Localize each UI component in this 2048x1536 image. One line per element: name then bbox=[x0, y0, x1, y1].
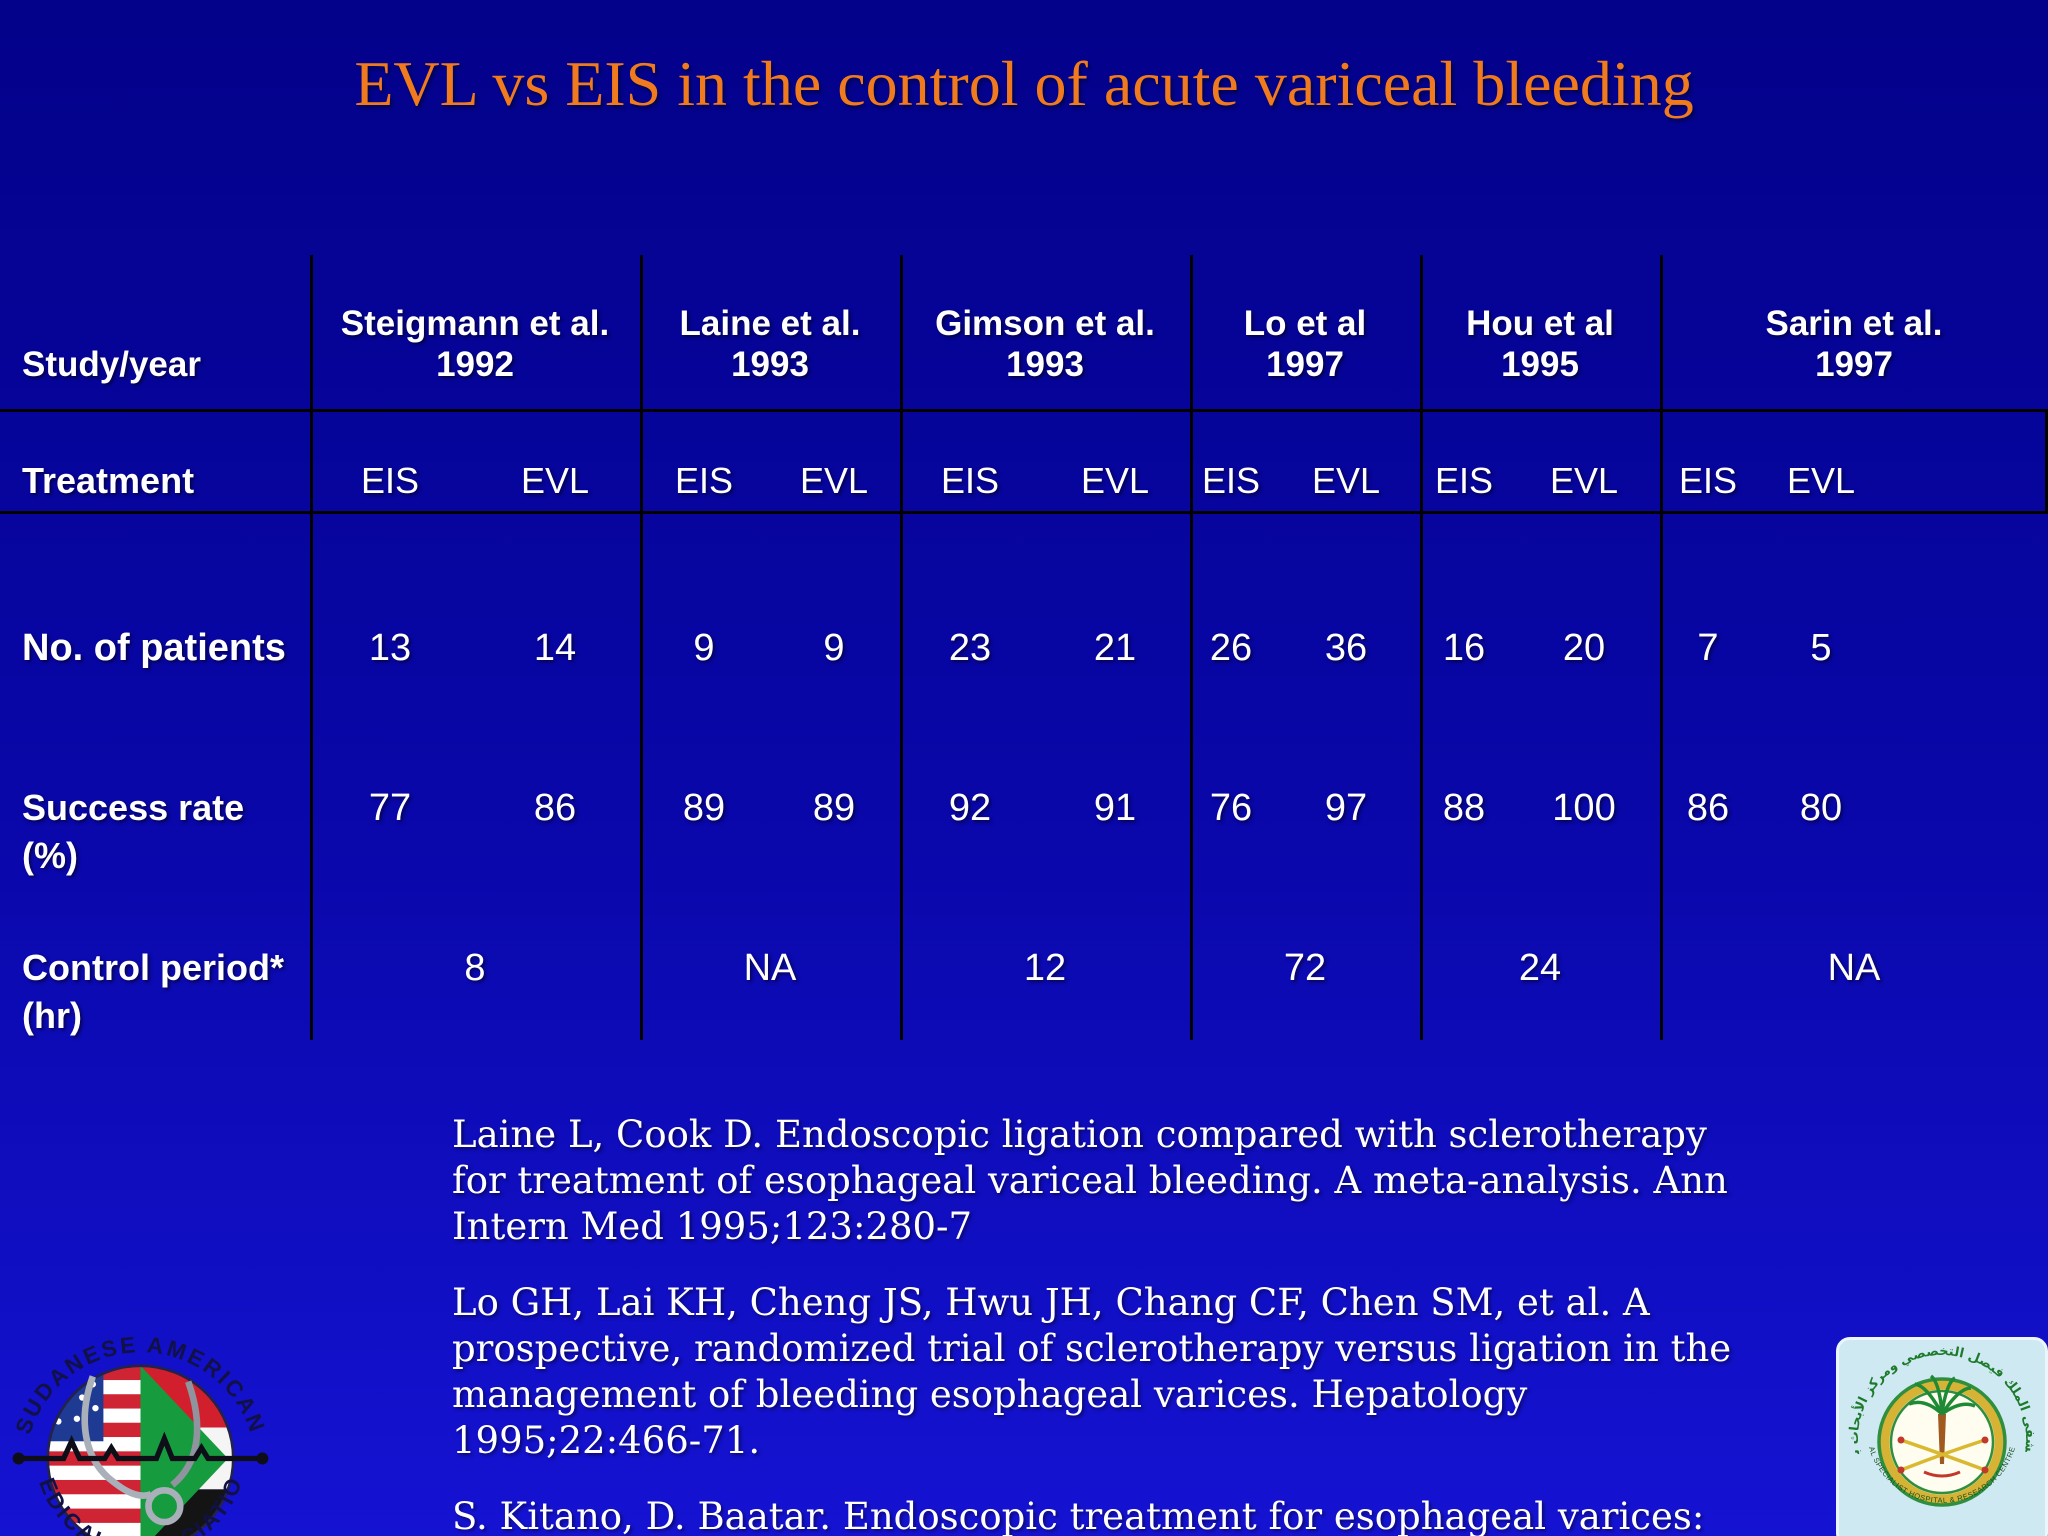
study-header: Laine et al. 1993 bbox=[679, 304, 861, 384]
treatment-eis: EIS bbox=[940, 460, 1000, 501]
control-value: 12 bbox=[1023, 947, 1067, 989]
table-treatment-row: Treatment EIS EVL EIS EVL EIS EVL EIS EV… bbox=[0, 409, 2048, 514]
kfshrc-logo: مستشفى الملك فيصل التخصصي ومركز الأبحاث … bbox=[1836, 1337, 2048, 1536]
table-success-row: Success rate (%) 77 86 89 89 92 91 76 97… bbox=[0, 770, 2048, 920]
palm-tree-icon bbox=[1908, 1374, 1976, 1464]
study-header: Lo et al 1997 bbox=[1243, 304, 1367, 384]
slide-title: EVL vs EIS in the control of acute varic… bbox=[354, 48, 1694, 119]
citation: Lo GH, Lai KH, Cheng JS, Hwu JH, Chang C… bbox=[452, 1281, 1732, 1462]
control-value: 24 bbox=[1518, 947, 1562, 989]
table-divider bbox=[1420, 255, 1423, 1040]
table-divider bbox=[900, 255, 903, 1040]
patients-value: 5 bbox=[1810, 626, 1832, 669]
control-value: NA bbox=[1827, 947, 1881, 989]
table-divider bbox=[310, 255, 313, 1040]
patients-value: 21 bbox=[1093, 626, 1137, 669]
patients-value: 14 bbox=[533, 626, 577, 669]
patients-value: 16 bbox=[1442, 626, 1486, 669]
ekg-line-icon bbox=[12, 1431, 269, 1465]
row-label-success: Success rate (%) bbox=[22, 787, 245, 876]
treatment-evl: EVL bbox=[520, 460, 590, 501]
treatment-evl: EVL bbox=[1080, 460, 1150, 501]
success-value: 100 bbox=[1552, 787, 1616, 829]
study-header: Gimson et al. 1993 bbox=[935, 304, 1155, 384]
patients-value: 9 bbox=[823, 626, 845, 669]
control-value: NA bbox=[743, 947, 797, 989]
treatment-evl: EVL bbox=[1786, 460, 1856, 501]
table-divider bbox=[1660, 255, 1663, 1040]
treatment-evl: EVL bbox=[799, 460, 869, 501]
patients-value: 9 bbox=[693, 626, 715, 669]
success-value: 76 bbox=[1209, 787, 1253, 829]
study-header: Hou et al 1995 bbox=[1466, 304, 1614, 384]
treatment-evl: EVL bbox=[1549, 460, 1619, 501]
table-patients-row: No. of patients 13 14 9 9 23 21 26 36 16… bbox=[0, 514, 2048, 782]
success-value: 80 bbox=[1799, 787, 1843, 829]
row-label-treatment: Treatment bbox=[22, 460, 195, 501]
citation: S. Kitano, D. Baatar. Endoscopic treatme… bbox=[452, 1495, 1705, 1536]
table-divider bbox=[1190, 255, 1193, 1040]
success-value: 77 bbox=[368, 787, 412, 829]
patients-value: 36 bbox=[1324, 626, 1368, 669]
table-header-row: Study/year Steigmann et al. 1992 Laine et… bbox=[0, 255, 2048, 409]
patients-value: 7 bbox=[1697, 626, 1719, 669]
crossed-swords-icon bbox=[1897, 1436, 1989, 1478]
treatment-eis: EIS bbox=[674, 460, 734, 501]
success-value: 86 bbox=[1686, 787, 1730, 829]
success-value: 91 bbox=[1093, 787, 1137, 829]
row-label-study-year: Study/year bbox=[22, 345, 201, 384]
study-header: Sarin et al. 1997 bbox=[1765, 304, 1943, 384]
citations-block: Laine L, Cook D. Endoscopic ligation com… bbox=[452, 1112, 1772, 1536]
control-value: 72 bbox=[1283, 947, 1327, 989]
citation: Laine L, Cook D. Endoscopic ligation com… bbox=[452, 1113, 1728, 1248]
success-value: 89 bbox=[812, 787, 856, 829]
row-label-patients: No. of patients bbox=[22, 626, 286, 669]
spacer bbox=[1886, 412, 2048, 511]
success-value: 97 bbox=[1324, 787, 1368, 829]
treatment-eis: EIS bbox=[360, 460, 420, 501]
success-value: 92 bbox=[948, 787, 992, 829]
success-value: 88 bbox=[1442, 787, 1486, 829]
row-label-control: Control period* (hr) bbox=[22, 947, 284, 1036]
patients-value: 20 bbox=[1562, 626, 1606, 669]
treatment-eis: EIS bbox=[1201, 460, 1261, 501]
patients-value: 23 bbox=[948, 626, 992, 669]
treatment-eis: EIS bbox=[1434, 460, 1494, 501]
treatment-eis: EIS bbox=[1678, 460, 1738, 501]
table-divider bbox=[640, 255, 643, 1040]
stethoscope-icon bbox=[81, 1375, 201, 1526]
spacer bbox=[1886, 770, 2048, 920]
table-control-row: Control period* (hr) 8 NA 12 72 24 NA bbox=[0, 930, 2048, 1080]
patients-value: 13 bbox=[368, 626, 412, 669]
sama-logo: SUDANESE AMERICAN MEDICAL ASSOCIATION bbox=[8, 1326, 269, 1536]
success-value: 89 bbox=[682, 787, 726, 829]
control-value: 8 bbox=[464, 947, 486, 989]
study-header: Steigmann et al. 1992 bbox=[340, 304, 610, 384]
success-value: 86 bbox=[533, 787, 577, 829]
spacer bbox=[1886, 514, 2048, 782]
kfshrc-emblem: مستشفى الملك فيصل التخصصي ومركز الأبحاث … bbox=[1839, 1340, 2037, 1507]
treatment-evl: EVL bbox=[1311, 460, 1381, 501]
patients-value: 26 bbox=[1209, 626, 1253, 669]
